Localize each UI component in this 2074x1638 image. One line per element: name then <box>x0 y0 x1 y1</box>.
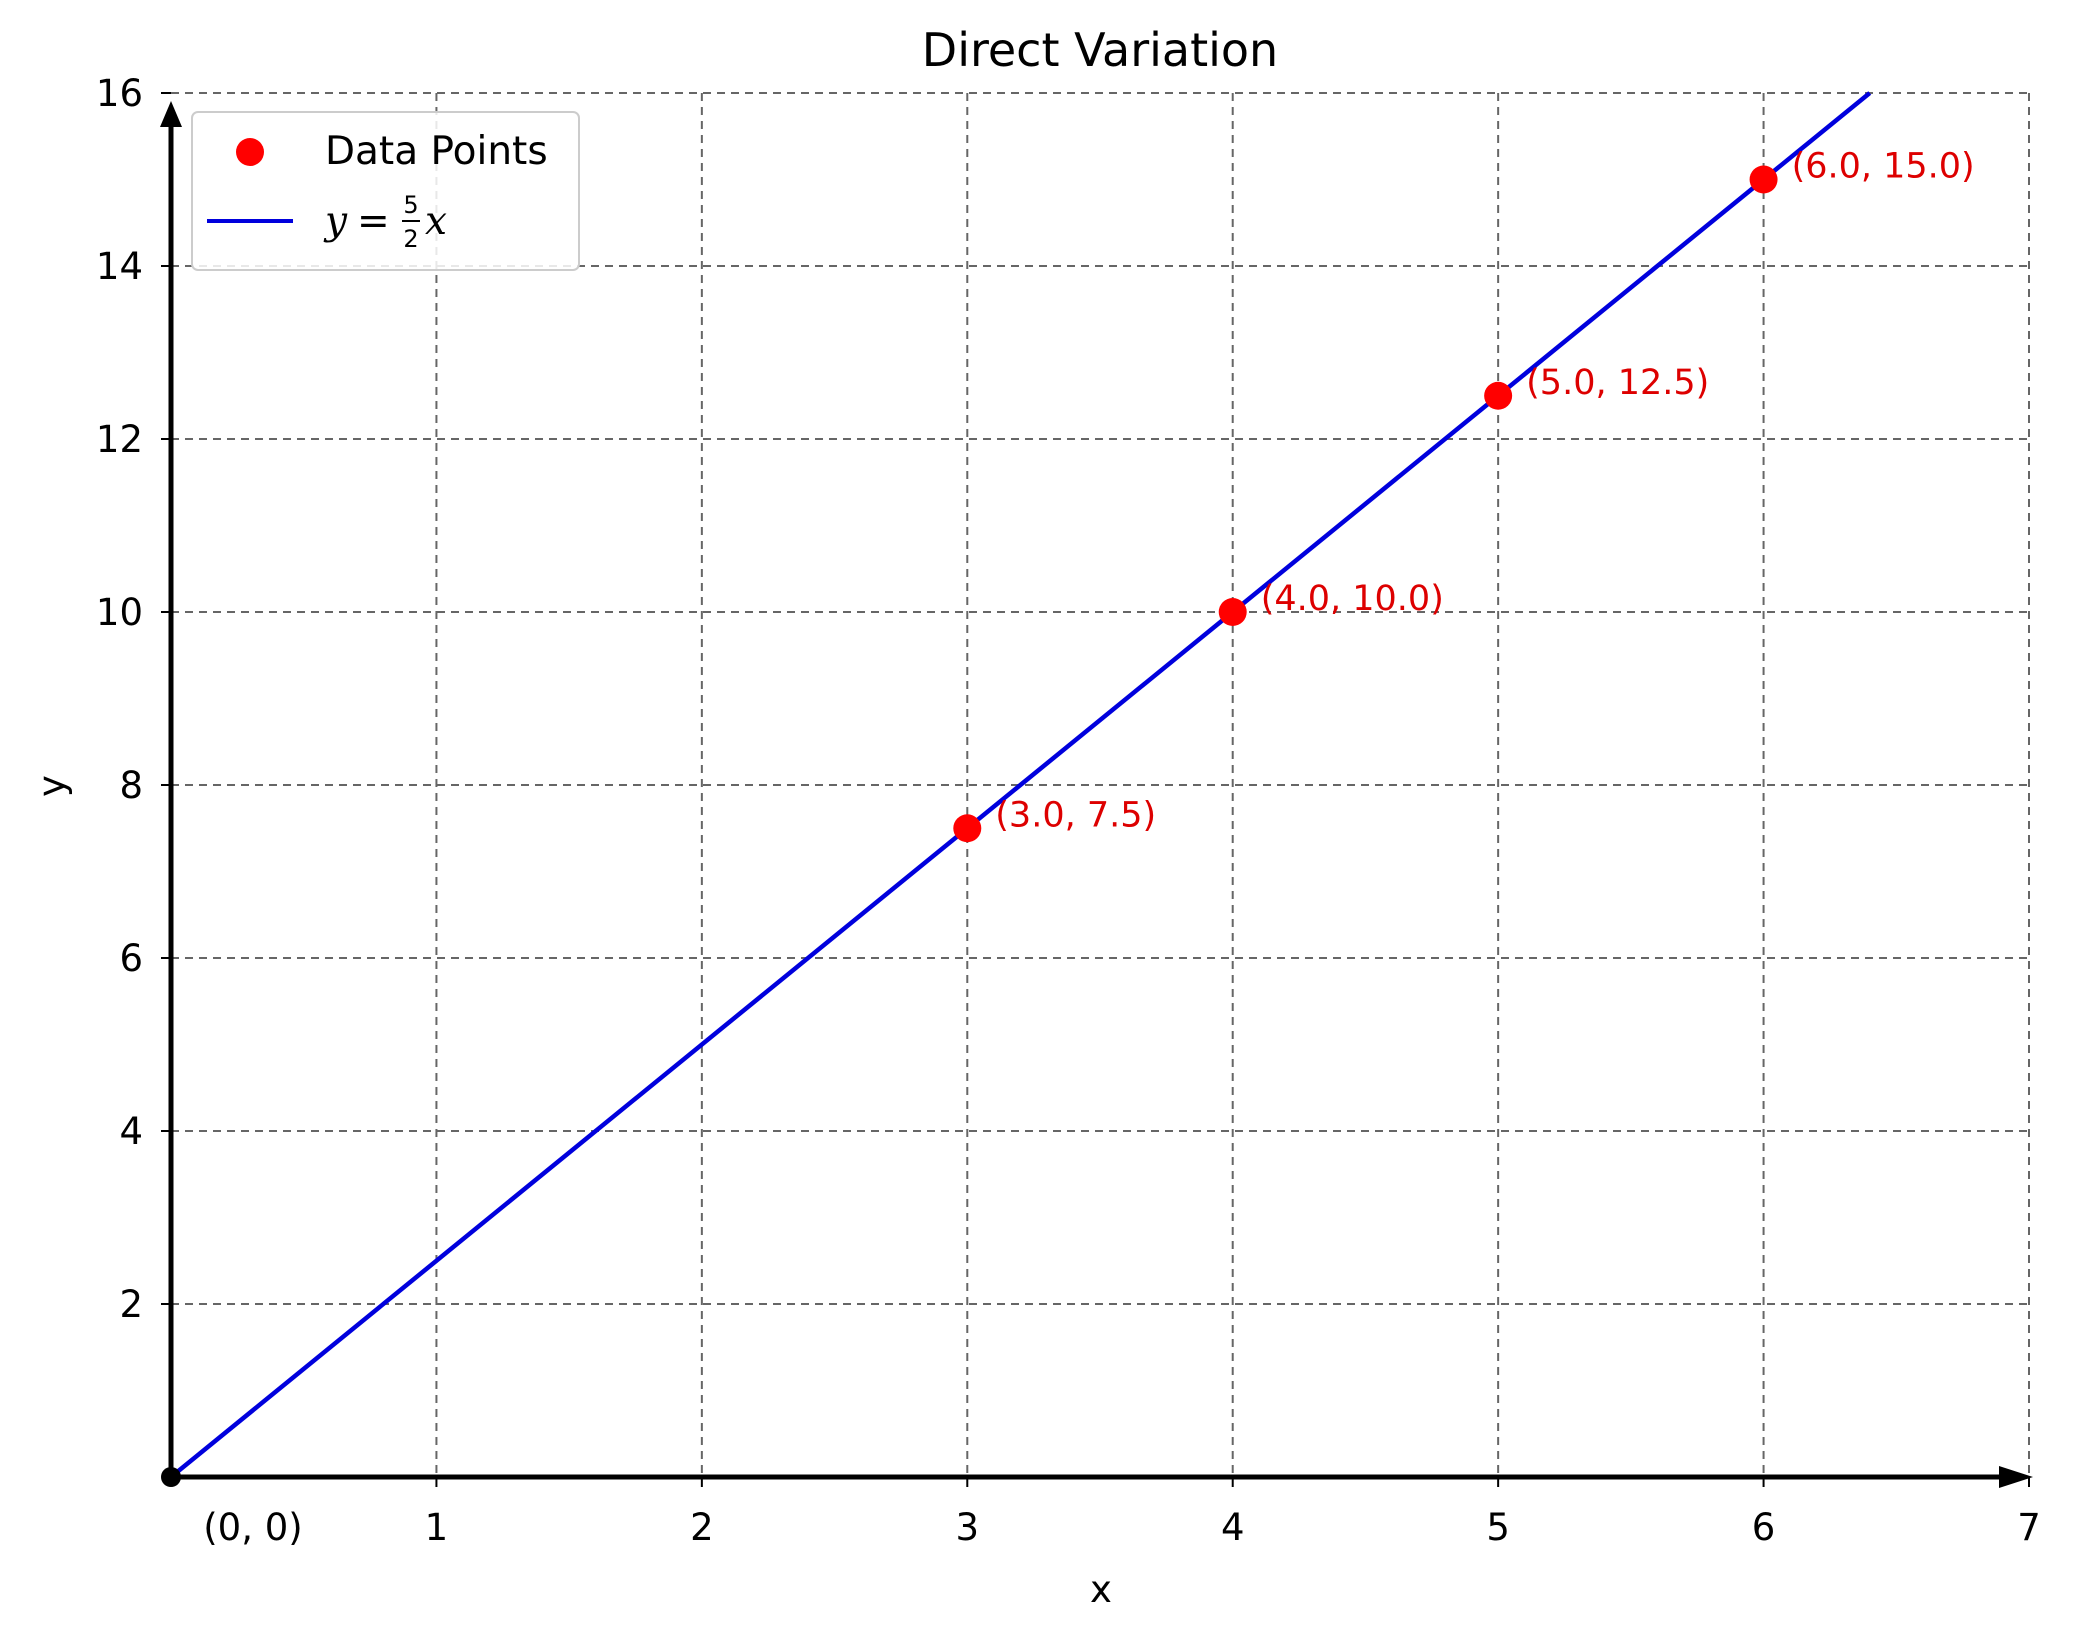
y-tick-label: 12 <box>96 418 143 461</box>
data-point-label: (6.0, 15.0) <box>1792 147 1975 187</box>
y-axis-arrow-icon <box>160 101 182 127</box>
svg-text:2: 2 <box>403 225 418 253</box>
x-axis-arrow-icon <box>1999 1466 2033 1488</box>
legend-label-line: y = 5 2 x <box>323 191 447 253</box>
x-tick-label: 5 <box>1486 1506 1510 1549</box>
y-tick-label: 6 <box>119 937 143 980</box>
grid <box>171 92 2030 1477</box>
legend-label-data-points: Data Points <box>325 129 548 174</box>
svg-text:=: = <box>357 199 390 244</box>
origin-label: (0, 0) <box>203 1506 302 1549</box>
legend-box <box>191 111 580 271</box>
y-tick-label: 10 <box>96 591 143 634</box>
fit-line <box>169 91 1872 1479</box>
data-point <box>1749 165 1778 194</box>
x-tick-label: 4 <box>1221 1506 1245 1549</box>
data-point <box>1484 381 1513 410</box>
y-axis-label: y <box>30 775 73 797</box>
svg-text:y: y <box>323 199 348 244</box>
svg-text:5: 5 <box>403 191 418 219</box>
y-tick-label: 16 <box>96 72 143 115</box>
y-tick-label: 4 <box>119 1110 143 1153</box>
data-point-label: (5.0, 12.5) <box>1526 363 1709 403</box>
y-tick-label: 2 <box>119 1283 143 1326</box>
fit-line-layer <box>169 91 1872 1479</box>
legend-marker-data-points <box>236 138 264 166</box>
y-tick-label: 14 <box>96 245 143 288</box>
y-tick-label: 8 <box>119 764 143 807</box>
svg-text:x: x <box>425 199 447 244</box>
x-axis-label: x <box>1090 1568 1112 1611</box>
axes <box>160 101 2033 1488</box>
data-point <box>953 814 982 843</box>
legend: Data Points y = 5 2 x <box>191 111 580 271</box>
x-tick-label: 2 <box>690 1506 714 1549</box>
data-point-label: (4.0, 10.0) <box>1261 579 1444 619</box>
x-tick-label: 3 <box>956 1506 980 1549</box>
x-tick-label: 1 <box>425 1506 449 1549</box>
data-point <box>1218 598 1247 626</box>
origin-point <box>161 1467 181 1487</box>
data-point-label: (3.0, 7.5) <box>995 795 1156 835</box>
x-tick-label: 6 <box>1752 1506 1776 1549</box>
x-tick-label: 7 <box>2017 1506 2041 1549</box>
data-points: (3.0, 7.5) (4.0, 10.0) (5.0, 12.5) (6.0, 15… <box>161 147 1975 1487</box>
chart-title: Direct Variation <box>922 23 1278 77</box>
